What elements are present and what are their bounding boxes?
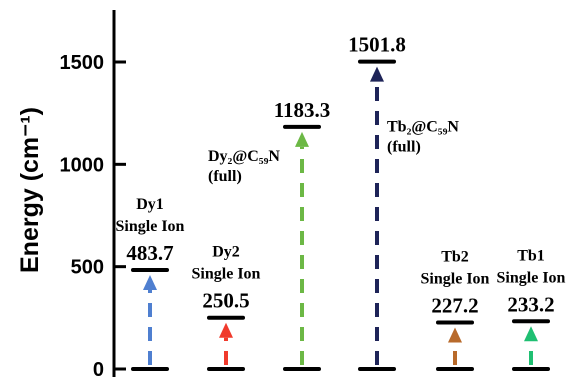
series-name: Tb1 (517, 247, 545, 264)
series-name: Tb2 (441, 248, 469, 265)
series-name-suffix: Single Ion (421, 270, 490, 287)
value-label: 1501.8 (348, 33, 406, 57)
energy-bar: 483.7 Dy1 Single Ion (116, 196, 185, 371)
energy-bar: 1183.3 Dy₂@C₅₉N (full) (208, 98, 331, 371)
energy-bar: 1501.8 Tb₂@C₅₉N (full) (348, 33, 459, 371)
y-tick-label: 500 (71, 257, 104, 279)
y-tick-label: 1500 (60, 52, 105, 74)
series-name-suffix: (full) (208, 168, 242, 185)
y-axis: 0 500 1000 1500 Energy (cm⁻¹) (16, 10, 126, 377)
value-label: 483.7 (126, 241, 173, 265)
y-tick-label: 0 (93, 359, 104, 377)
value-label: 227.2 (431, 293, 478, 317)
energy-bar: 233.2 Tb1 Single Ion (497, 247, 566, 371)
series-name-suffix: Single Ion (192, 266, 261, 283)
y-tick-label: 1000 (60, 154, 105, 176)
value-label: 233.2 (507, 292, 554, 316)
value-label: 250.5 (202, 289, 249, 313)
series-name-suffix: (full) (387, 139, 421, 156)
series-name: Tb₂@C₅₉N (387, 119, 459, 136)
series-name-suffix: Single Ion (497, 269, 566, 286)
series-name: Dy2 (212, 244, 240, 261)
arrow-head (143, 275, 157, 291)
series-name: Dy₂@C₅₉N (208, 148, 280, 165)
arrow-head (370, 66, 384, 82)
series-name-suffix: Single Ion (116, 218, 185, 235)
arrow-head (295, 131, 309, 147)
value-label: 1183.3 (274, 98, 331, 122)
energy-bar: 227.2 Tb2 Single Ion (421, 248, 490, 371)
series-name: Dy1 (136, 196, 164, 213)
energy-bar: 250.5 Dy2 Single Ion (192, 244, 261, 371)
y-axis-label: Energy (cm⁻¹) (16, 107, 44, 273)
arrow-head (448, 327, 462, 343)
arrow-head (219, 322, 233, 338)
arrow-head (524, 326, 538, 342)
